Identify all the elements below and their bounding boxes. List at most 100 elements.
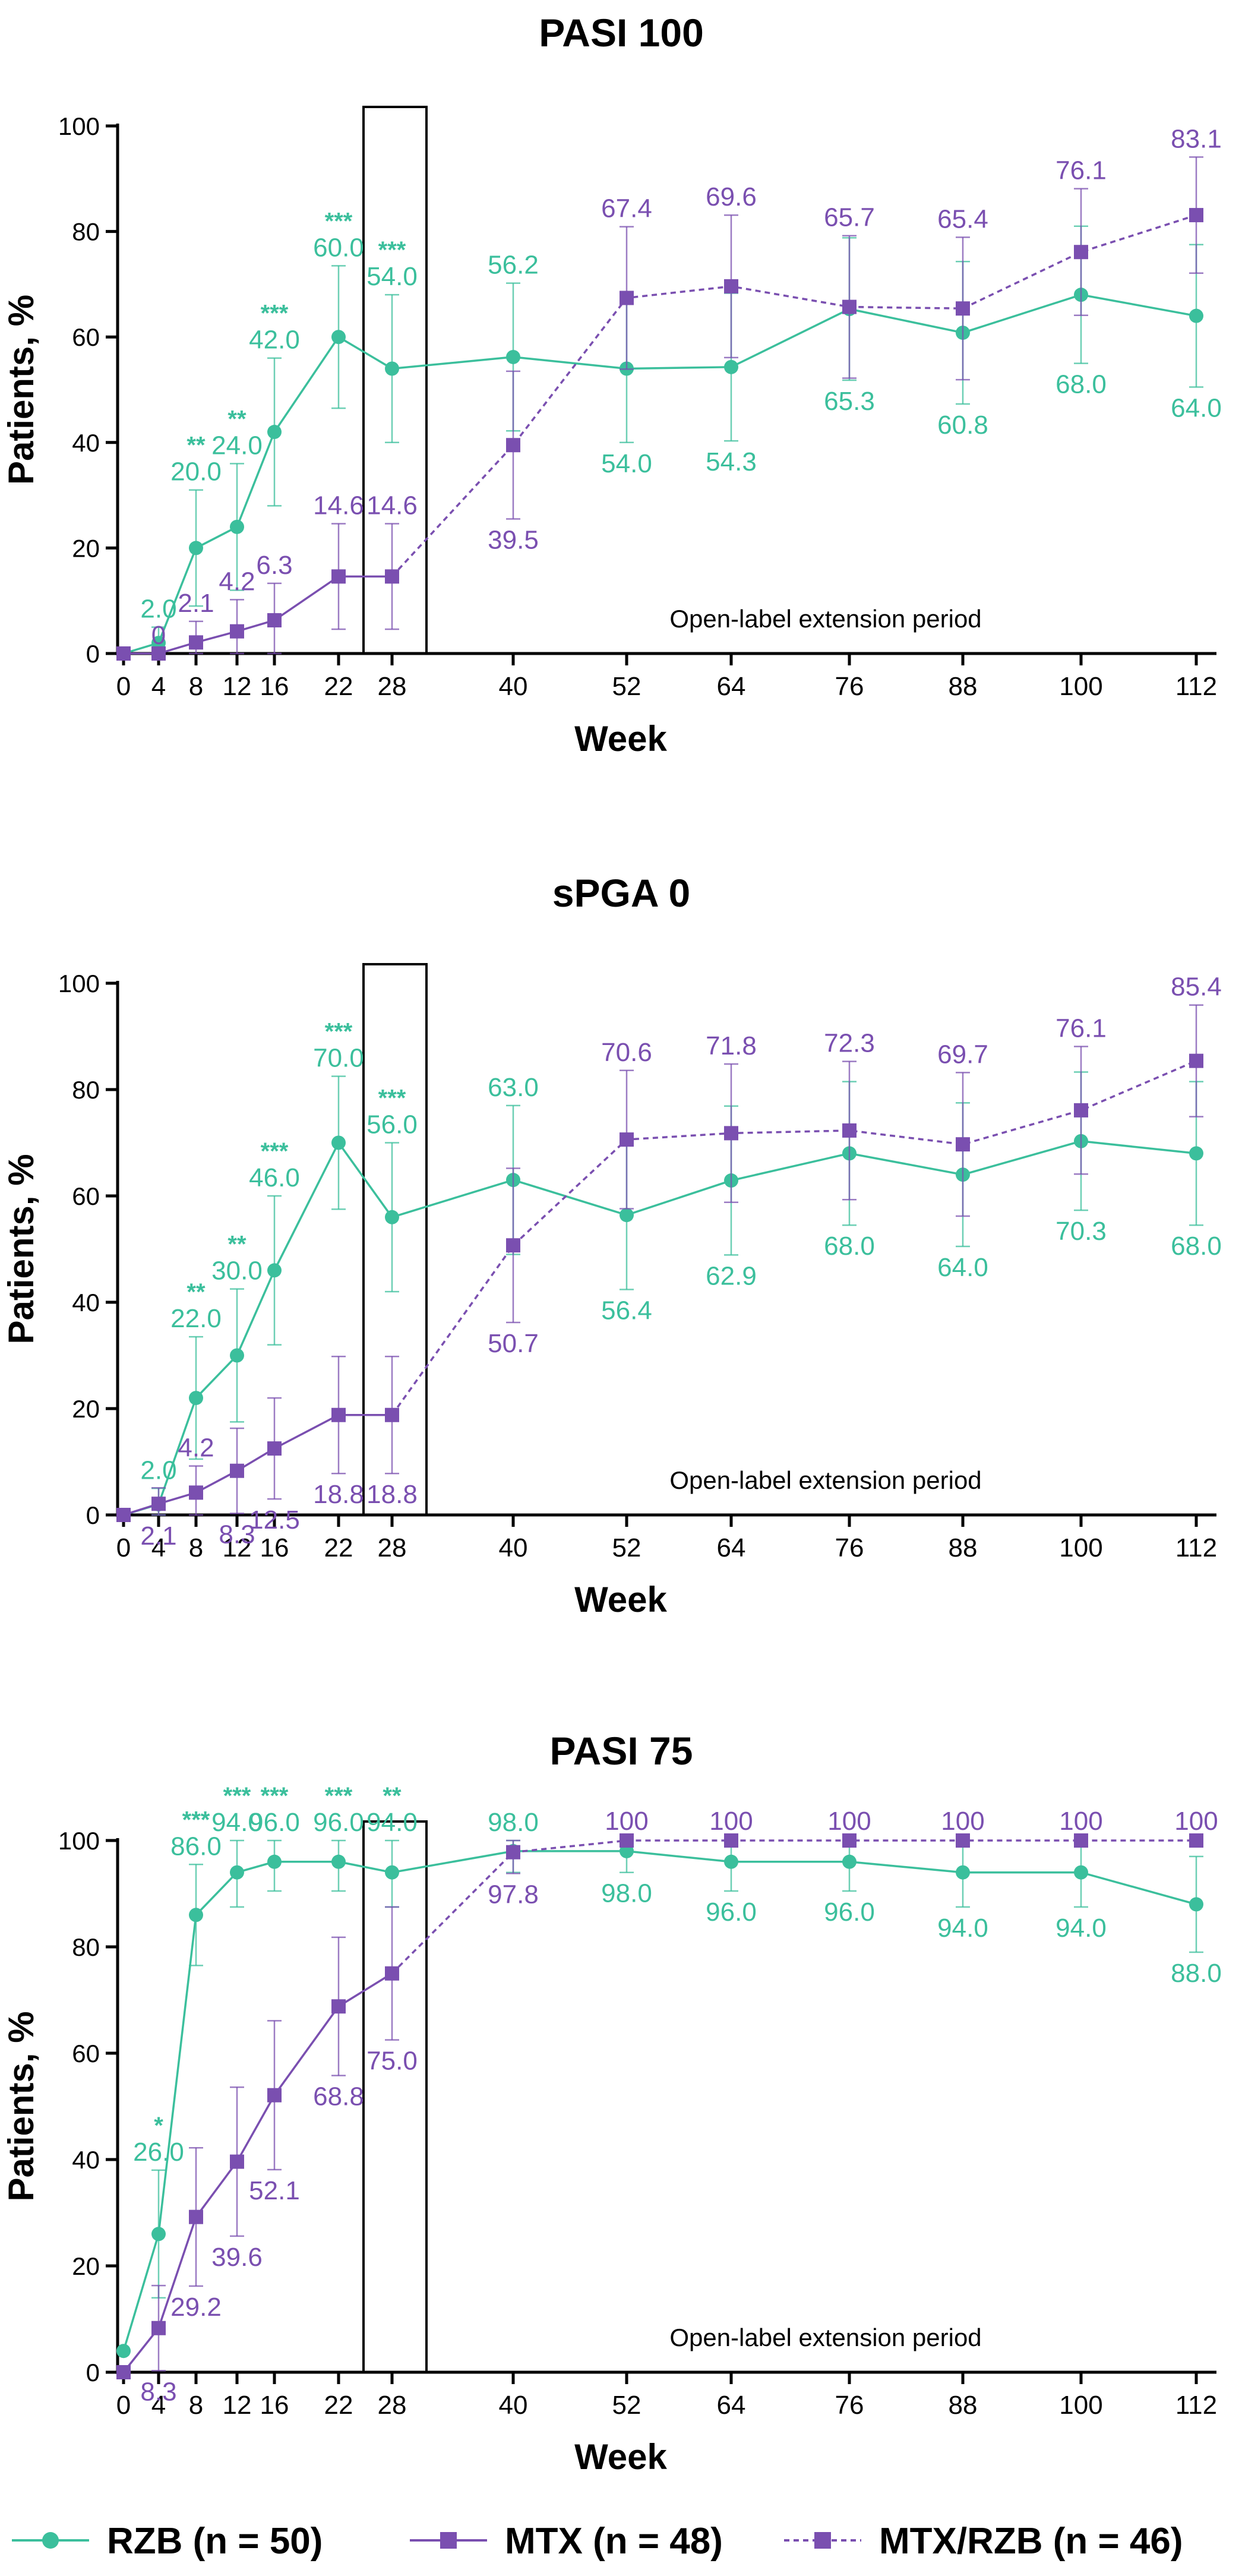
- legend-marker: [814, 2532, 831, 2549]
- data-label: 26.0: [133, 2138, 184, 2167]
- x-tick-label: 28: [378, 672, 407, 701]
- significance-marker: *: [154, 2113, 163, 2139]
- data-point: [230, 1348, 244, 1363]
- data-label: 0: [151, 621, 166, 650]
- data-point: [724, 1126, 738, 1141]
- data-point: [331, 1999, 346, 2014]
- x-tick-label: 52: [612, 2391, 641, 2420]
- data-point: [506, 1845, 520, 1860]
- y-axis-label: Patients, %: [1, 1154, 41, 1344]
- data-point: [956, 301, 970, 316]
- x-tick-label: 8: [189, 1533, 203, 1562]
- data-point: [1189, 308, 1203, 323]
- data-label: 70.6: [601, 1038, 652, 1067]
- x-tick-label: 112: [1175, 1533, 1217, 1562]
- data-label: 76.1: [1055, 156, 1107, 185]
- data-point: [267, 1441, 282, 1456]
- data-label: 30.0: [211, 1257, 263, 1286]
- y-tick-label: 100: [58, 1827, 100, 1855]
- x-tick-label: 52: [612, 672, 641, 701]
- data-label: 60.8: [937, 411, 988, 440]
- data-point: [189, 1485, 203, 1500]
- data-label: 2.0: [140, 595, 176, 624]
- x-tick-label: 12: [223, 1533, 252, 1562]
- data-label: 71.8: [706, 1031, 757, 1060]
- significance-marker: **: [187, 1279, 206, 1305]
- x-tick-label: 52: [612, 1533, 641, 1562]
- data-point: [620, 1132, 634, 1147]
- x-tick-label: 64: [717, 672, 746, 701]
- x-tick-label: 64: [717, 1533, 746, 1562]
- data-point: [1189, 208, 1203, 223]
- data-label: 54.3: [706, 447, 757, 476]
- series-line-mtx_rzb: [391, 1839, 1196, 1974]
- data-label: 8.3: [219, 1520, 255, 1549]
- y-tick-label: 40: [72, 429, 100, 457]
- series-line-rzb: [123, 1140, 1197, 1516]
- data-label: 64.0: [937, 1253, 988, 1282]
- data-label: 68.0: [824, 1232, 875, 1261]
- data-label: 100: [709, 1807, 753, 1836]
- data-label: 62.9: [706, 1261, 757, 1290]
- data-point: [189, 635, 203, 650]
- series-mtx_rzb: 97.8 100 100 100 100 100 100: [391, 1807, 1218, 1974]
- data-label: 94.0: [1055, 1914, 1107, 1943]
- chart-legend: RZB (n = 50) MTX (n = 48) MTX/RZB (n = 46): [12, 2521, 1183, 2562]
- data-label: 46.0: [249, 1163, 300, 1192]
- x-axis-label: Week: [574, 719, 667, 759]
- significance-marker: **: [227, 406, 246, 432]
- x-tick-label: 4: [151, 2391, 166, 2420]
- legend-item-mtx_rzb: MTX/RZB (n = 46): [784, 2521, 1183, 2562]
- data-point: [842, 1123, 857, 1138]
- data-label: 2.0: [140, 1456, 176, 1485]
- data-point: [267, 1263, 282, 1278]
- week-28-highlight-box: [362, 963, 428, 1516]
- data-label: 39.6: [211, 2243, 263, 2272]
- data-point: [842, 299, 857, 314]
- x-tick-label: 4: [151, 672, 166, 701]
- data-label: 65.7: [824, 203, 875, 232]
- data-point: [1189, 1146, 1203, 1161]
- x-tick-label: 12: [223, 672, 252, 701]
- data-point: [1189, 1053, 1203, 1068]
- data-point: [1074, 1833, 1088, 1848]
- data-point: [506, 438, 520, 453]
- week-28-highlight-box: [362, 106, 428, 655]
- x-tick-label: 8: [189, 2391, 203, 2420]
- significance-marker: **: [227, 1232, 246, 1258]
- data-label: 4.2: [219, 567, 255, 596]
- data-point: [506, 349, 520, 364]
- data-point: [724, 1854, 738, 1869]
- x-tick-label: 76: [835, 672, 864, 701]
- data-point: [956, 1137, 970, 1152]
- y-tick-label: 80: [72, 1076, 100, 1104]
- legend-item-mtx: MTX (n = 48): [410, 2521, 723, 2562]
- data-label: 2.1: [140, 1521, 176, 1551]
- data-point: [331, 1135, 346, 1150]
- data-point: [331, 1407, 346, 1422]
- series-mtx_rzb: 50.7 70.6 71.8 72.3 69.7 76.1 85.4: [391, 973, 1222, 1416]
- series-rzb: 2.020.024.042.060.054.0 56.254.0 54.365.36…: [116, 208, 1222, 661]
- data-label: 83.1: [1171, 124, 1222, 153]
- data-label: 70.3: [1055, 1217, 1107, 1246]
- data-point: [230, 519, 244, 534]
- series-rzb: 2.0 22.0 30.0 46.0 70.0 56.0 63.0 56.4 62.9 68.0 6…: [116, 1019, 1222, 1522]
- series-mtx: 0 2.14.26.3 14.6 14.6: [116, 491, 418, 661]
- x-axis-label: Week: [574, 1580, 667, 1620]
- data-point: [230, 624, 244, 639]
- data-label: 94.0: [366, 1808, 418, 1837]
- data-point: [189, 1391, 203, 1406]
- data-label: 56.4: [601, 1296, 652, 1325]
- significance-marker: ***: [261, 301, 289, 327]
- data-label: 96.0: [706, 1898, 757, 1927]
- significance-marker: ***: [325, 208, 353, 234]
- legend-label: RZB (n = 50): [107, 2521, 323, 2562]
- y-tick-label: 40: [72, 1289, 100, 1317]
- data-point: [956, 1833, 970, 1848]
- y-tick-label: 80: [72, 1933, 100, 1961]
- data-point: [331, 1854, 346, 1869]
- data-point: [331, 569, 346, 584]
- y-tick-label: 0: [86, 2359, 100, 2386]
- data-point: [385, 1210, 399, 1224]
